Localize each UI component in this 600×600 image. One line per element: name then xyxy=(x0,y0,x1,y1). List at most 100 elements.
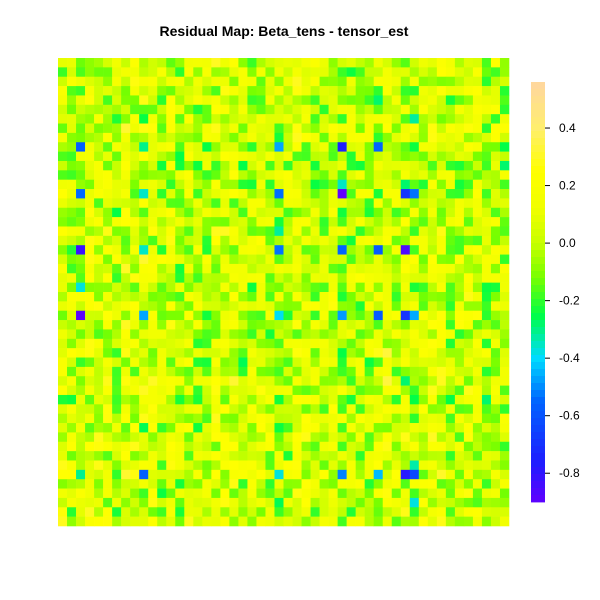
heatmap-cell xyxy=(229,207,239,218)
heatmap-cell xyxy=(211,207,221,218)
heatmap-cell xyxy=(274,245,284,255)
heatmap-cell xyxy=(319,179,329,190)
heatmap-cell xyxy=(247,58,257,68)
heatmap-cell xyxy=(94,413,104,424)
heatmap-cell xyxy=(400,320,411,330)
heatmap-cell xyxy=(301,507,311,517)
heatmap-cell xyxy=(121,357,131,368)
heatmap-cell xyxy=(229,235,239,246)
heatmap-cell xyxy=(427,95,438,106)
heatmap-cell xyxy=(382,507,393,517)
heatmap-cell xyxy=(193,123,203,134)
heatmap-cell xyxy=(256,301,266,312)
heatmap-cell xyxy=(139,488,149,499)
heatmap-cell xyxy=(481,432,492,443)
heatmap-cell xyxy=(400,170,411,180)
heatmap-cell xyxy=(337,366,347,377)
heatmap-cell xyxy=(355,460,365,471)
heatmap-cell xyxy=(184,67,194,78)
heatmap-cell xyxy=(94,469,104,480)
heatmap-cell xyxy=(85,189,95,199)
heatmap-cell xyxy=(58,58,68,68)
heatmap-cell xyxy=(229,226,239,237)
heatmap-cell xyxy=(67,488,77,499)
heatmap-cell xyxy=(382,123,393,134)
heatmap-cell xyxy=(202,310,212,321)
heatmap-cell xyxy=(292,95,302,106)
heatmap-cell xyxy=(139,263,149,274)
heatmap-cell xyxy=(166,179,176,190)
heatmap-cell xyxy=(283,179,293,190)
heatmap-cell xyxy=(238,226,248,237)
heatmap-cell xyxy=(319,67,329,78)
heatmap-cell xyxy=(220,170,230,180)
heatmap-cell xyxy=(121,320,131,330)
heatmap-cell xyxy=(274,310,284,321)
heatmap-cell xyxy=(301,338,311,349)
heatmap-cell xyxy=(202,348,212,358)
heatmap-cell xyxy=(265,198,275,209)
heatmap-cell xyxy=(130,469,140,480)
heatmap-cell xyxy=(328,376,338,386)
heatmap-cell xyxy=(220,516,230,527)
heatmap-cell xyxy=(148,394,158,405)
heatmap-cell xyxy=(202,292,212,302)
heatmap-cell xyxy=(409,432,420,443)
colorbar-segment xyxy=(531,103,545,111)
heatmap-cell xyxy=(103,114,113,124)
heatmap-cell xyxy=(247,404,257,414)
heatmap-cell xyxy=(319,516,329,527)
heatmap-cell xyxy=(337,516,347,527)
heatmap-cell xyxy=(229,497,239,508)
heatmap-cell xyxy=(427,479,438,489)
heatmap-cell xyxy=(283,488,293,499)
heatmap-cell xyxy=(112,507,122,517)
heatmap-cell xyxy=(472,151,483,162)
heatmap-cell xyxy=(445,254,456,265)
heatmap-cell xyxy=(472,366,483,377)
heatmap-cell xyxy=(355,114,365,124)
heatmap-cell xyxy=(139,179,149,190)
heatmap-cell xyxy=(130,432,140,443)
heatmap-cell xyxy=(418,479,429,489)
heatmap-cell xyxy=(337,310,347,321)
heatmap-cell xyxy=(184,170,194,180)
heatmap-cell xyxy=(148,423,158,433)
heatmap-cell xyxy=(490,441,501,452)
heatmap-cell xyxy=(337,404,347,414)
heatmap-cell xyxy=(211,86,221,96)
heatmap-cell xyxy=(256,132,266,143)
heatmap-cell xyxy=(238,366,248,377)
heatmap-cell xyxy=(274,95,284,106)
heatmap-cell xyxy=(427,497,438,508)
heatmap-cell xyxy=(454,329,465,340)
heatmap-cell xyxy=(400,338,411,349)
heatmap-cell xyxy=(463,207,474,218)
heatmap-cell xyxy=(364,198,374,209)
heatmap-cell xyxy=(319,441,329,452)
heatmap-cell xyxy=(67,207,77,218)
heatmap-cell xyxy=(229,142,239,152)
heatmap-cell xyxy=(472,310,483,321)
heatmap-cell xyxy=(346,263,356,274)
heatmap-cell xyxy=(364,170,374,180)
heatmap-cell xyxy=(355,67,365,78)
heatmap-cell xyxy=(454,86,465,96)
heatmap-cell xyxy=(175,413,185,424)
heatmap-cell xyxy=(436,432,447,443)
heatmap-cell xyxy=(220,460,230,471)
heatmap-cell xyxy=(409,254,420,265)
heatmap-cell xyxy=(382,198,393,209)
heatmap-cell xyxy=(85,329,95,340)
heatmap-cell xyxy=(103,207,113,218)
heatmap-cell xyxy=(328,114,338,124)
heatmap-cell xyxy=(310,114,320,124)
heatmap-cell xyxy=(202,273,212,283)
heatmap-cell xyxy=(211,310,221,321)
heatmap-cell xyxy=(454,441,465,452)
heatmap-cell xyxy=(112,254,122,265)
colorbar-segment xyxy=(531,432,545,440)
heatmap-cell xyxy=(391,348,402,358)
heatmap-cell xyxy=(490,263,501,274)
heatmap-cell xyxy=(391,366,402,377)
